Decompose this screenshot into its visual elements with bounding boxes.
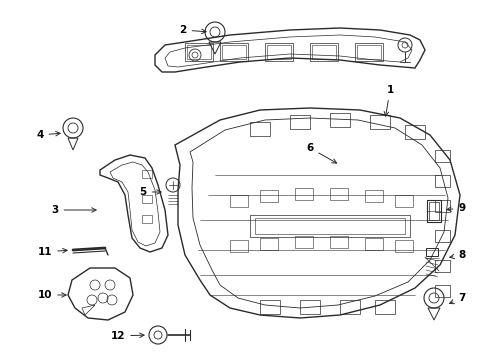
Bar [260,300,280,314]
Bar [435,200,450,212]
Bar [185,43,213,61]
Bar [142,215,152,223]
Bar [395,240,413,252]
Bar [370,115,390,129]
Bar [220,43,248,61]
Text: 4: 4 [36,130,60,140]
Bar [395,195,413,207]
Bar [429,202,439,220]
Text: 12: 12 [111,331,144,341]
Bar [426,248,438,256]
Bar [357,45,381,59]
Bar [435,230,450,242]
Bar [330,113,350,127]
Bar [255,218,405,234]
Text: 7: 7 [449,293,466,304]
Bar [355,43,383,61]
Bar [260,190,278,202]
Bar [250,215,410,237]
Text: 9: 9 [447,203,465,213]
Bar [222,45,246,59]
Bar [142,195,152,203]
Bar [230,195,248,207]
Bar [267,45,291,59]
Bar [435,175,450,187]
Bar [300,300,320,314]
Bar [427,200,441,222]
Text: 2: 2 [179,25,206,35]
Bar [340,300,360,314]
Text: 10: 10 [38,290,66,300]
Bar [435,260,450,272]
Bar [375,300,395,314]
Text: 8: 8 [450,250,465,260]
Bar [290,115,310,129]
Text: 3: 3 [51,205,96,215]
Text: 6: 6 [306,143,337,163]
Bar [365,190,383,202]
Bar [295,188,313,200]
Bar [405,125,425,139]
Bar [250,122,270,136]
Bar [230,240,248,252]
Bar [187,45,211,59]
Bar [312,45,336,59]
Bar [330,236,348,248]
Text: 1: 1 [384,85,393,116]
Text: 5: 5 [139,187,161,197]
Bar [435,285,450,297]
Bar [365,238,383,250]
Bar [295,236,313,248]
Text: 11: 11 [38,247,67,257]
Bar [265,43,293,61]
Bar [435,150,450,162]
Bar [260,238,278,250]
Bar [310,43,338,61]
Bar [330,188,348,200]
Bar [142,170,152,178]
